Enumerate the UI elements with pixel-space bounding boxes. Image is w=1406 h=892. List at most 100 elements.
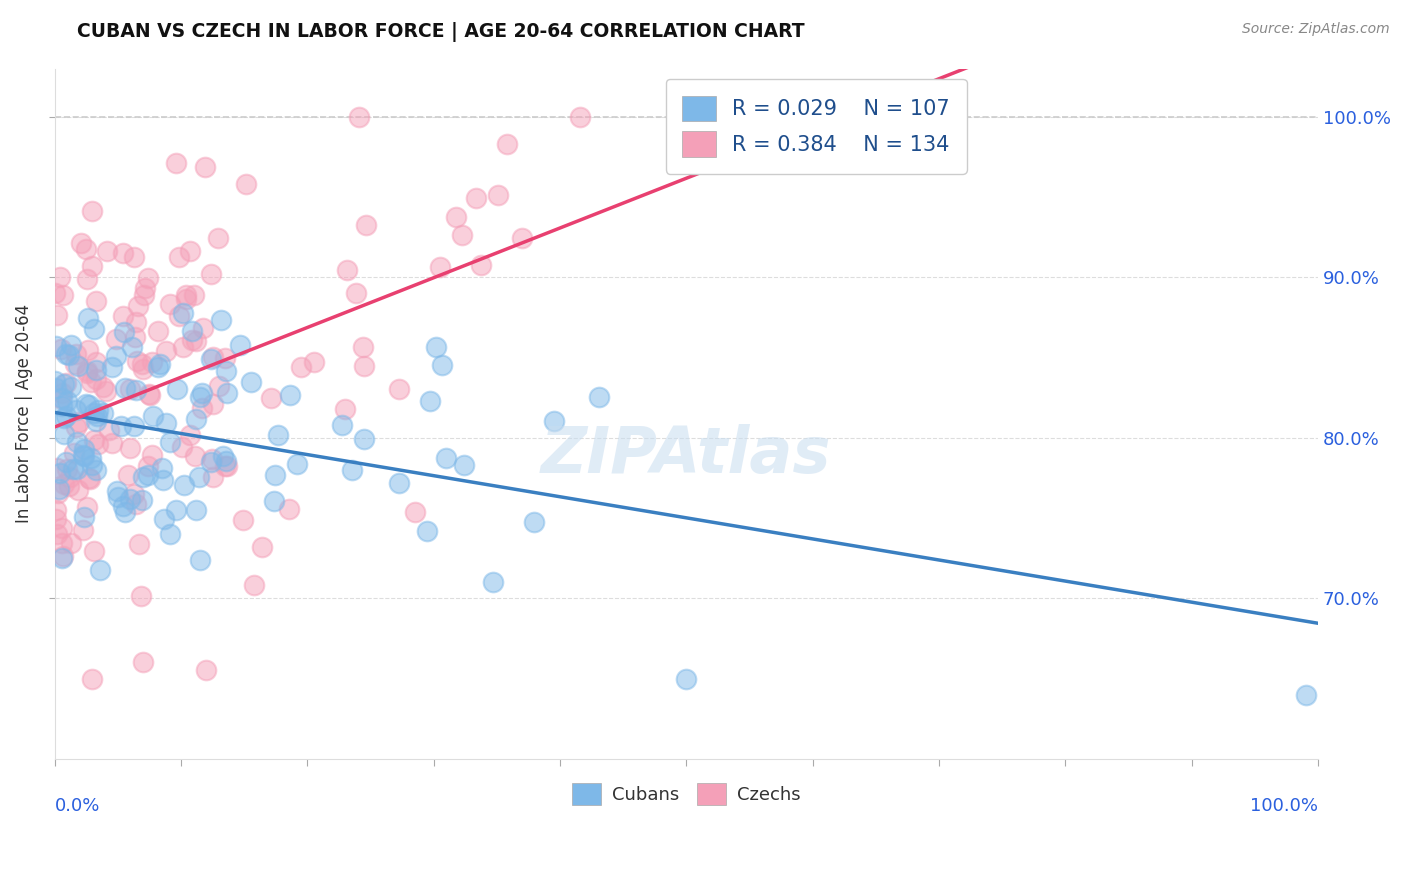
Point [76, 500, 98, 514]
Point [111, 245, 134, 260]
Point [84, 355, 107, 369]
Point [65, 402, 87, 417]
Point [51, 391, 73, 405]
Point [214, 458, 236, 473]
Point [388, 475, 411, 490]
Point [243, 578, 266, 592]
Point [155, 343, 177, 358]
Point [44, 285, 66, 300]
Point [75, 242, 97, 256]
Point [304, 355, 326, 369]
Point [59, 380, 82, 394]
Point [55, 347, 77, 361]
Point [82, 672, 104, 686]
Point [46, 308, 69, 322]
Point [49, 342, 72, 356]
Point [569, 110, 592, 124]
Point [83, 406, 105, 420]
Point [167, 250, 190, 264]
Point [496, 137, 519, 152]
Point [451, 227, 474, 242]
Point [45, 502, 67, 516]
Point [124, 330, 146, 344]
Point [44, 374, 66, 388]
Point [73, 449, 96, 463]
Point [80, 450, 103, 465]
Point [120, 382, 142, 396]
Point [51, 535, 73, 549]
Point [152, 473, 174, 487]
Point [215, 364, 238, 378]
Point [80, 375, 103, 389]
Point [51, 399, 73, 413]
Point [155, 416, 177, 430]
Point [200, 351, 222, 366]
Text: 100.0%: 100.0% [1250, 797, 1319, 814]
Point [149, 357, 172, 371]
Point [49, 467, 72, 481]
Point [98, 423, 121, 437]
Point [45, 339, 67, 353]
Point [172, 440, 194, 454]
Point [48, 482, 70, 496]
Point [214, 351, 236, 366]
Point [127, 299, 149, 313]
Point [72, 523, 94, 537]
Point [118, 441, 141, 455]
Point [96, 244, 118, 259]
Point [207, 231, 229, 245]
Point [52, 410, 75, 425]
Point [187, 470, 209, 484]
Point [46, 526, 69, 541]
Point [172, 340, 194, 354]
Point [353, 359, 375, 373]
Point [62, 461, 84, 475]
Point [67, 359, 90, 373]
Point [176, 293, 198, 307]
Point [51, 521, 73, 535]
Point [263, 493, 285, 508]
Point [264, 467, 287, 482]
Point [69, 236, 91, 251]
Point [131, 357, 153, 371]
Point [134, 281, 156, 295]
Point [80, 260, 103, 274]
Point [49, 269, 72, 284]
Point [55, 409, 77, 424]
Point [125, 315, 148, 329]
Point [94, 384, 117, 398]
Text: Source: ZipAtlas.com: Source: ZipAtlas.com [1241, 22, 1389, 37]
Point [114, 381, 136, 395]
Point [67, 415, 90, 429]
Point [45, 460, 67, 475]
Point [111, 310, 134, 324]
Point [124, 250, 146, 264]
Point [208, 379, 231, 393]
Point [167, 309, 190, 323]
Point [232, 513, 254, 527]
Point [91, 380, 114, 394]
Point [77, 311, 100, 326]
Point [73, 442, 96, 457]
Point [344, 285, 367, 300]
Point [110, 419, 132, 434]
Point [465, 191, 488, 205]
Point [53, 477, 76, 491]
Point [352, 340, 374, 354]
Point [184, 411, 207, 425]
Point [510, 231, 533, 245]
Point [200, 267, 222, 281]
Point [45, 512, 67, 526]
Point [66, 434, 89, 449]
Point [138, 387, 160, 401]
Point [240, 375, 263, 389]
Point [159, 435, 181, 450]
Point [522, 516, 544, 530]
Point [330, 418, 353, 433]
Point [132, 469, 155, 483]
Point [174, 288, 197, 302]
Point [51, 385, 73, 400]
Point [180, 333, 202, 347]
Point [83, 433, 105, 447]
Point [128, 537, 150, 551]
